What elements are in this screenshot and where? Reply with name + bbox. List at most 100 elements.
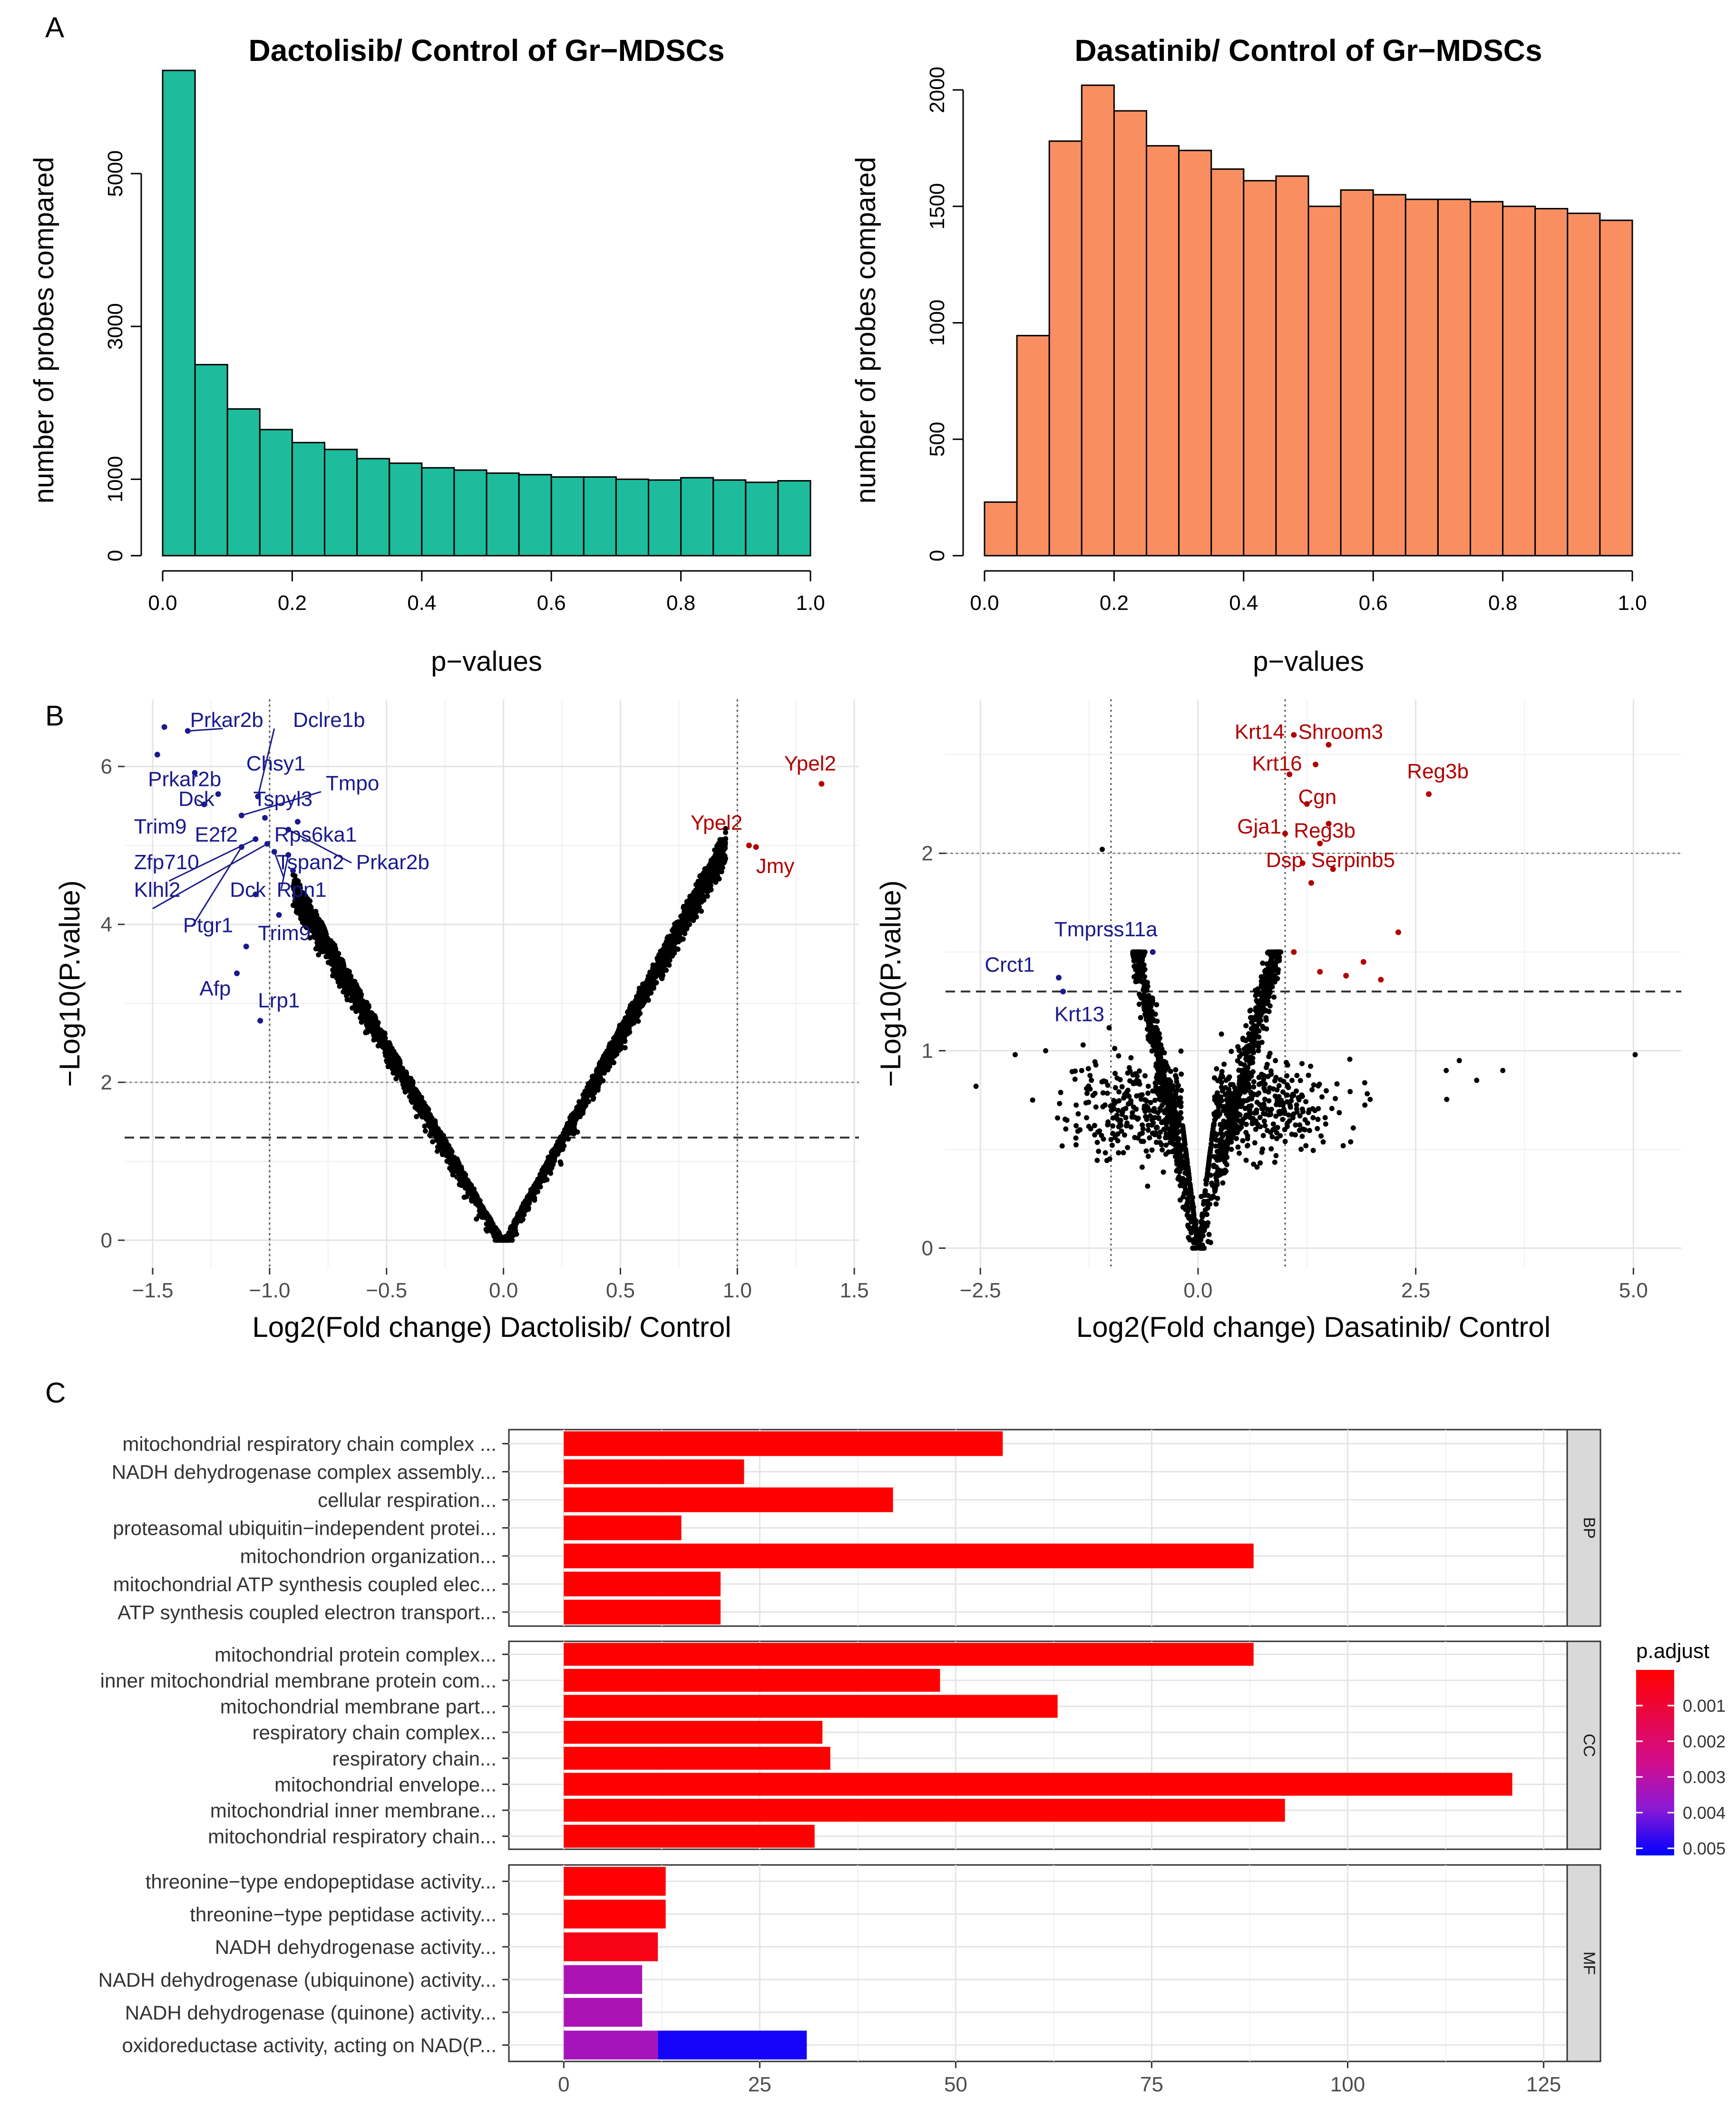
y-tick-label: 3000	[104, 303, 127, 350]
y-tick-label: 1000	[104, 456, 127, 502]
upregulated-point	[1317, 840, 1323, 846]
panel-label-c: C	[45, 1377, 66, 1409]
legend-tick-label: 0.004	[1683, 1803, 1726, 1823]
x-tick-label: −1.0	[249, 1279, 290, 1302]
histogram-bar	[984, 501, 1018, 557]
x-tick-label: 0.4	[1229, 591, 1258, 615]
x-tick-label: 1.0	[723, 1279, 752, 1302]
y-tick-label: 5000	[104, 150, 127, 197]
histogram-bar	[1534, 208, 1569, 557]
histogram-bar	[324, 449, 358, 557]
facet-strip	[1566, 1864, 1601, 2062]
histogram-bar	[648, 479, 682, 557]
downregulated-point	[192, 770, 198, 776]
gene-label-up: Cgn	[1298, 785, 1336, 809]
histogram-bar	[1340, 189, 1374, 557]
x-tick-label: 0.0	[489, 1279, 518, 1302]
term-bar	[564, 1695, 1058, 1718]
gene-label-down: Dck	[230, 878, 266, 902]
y-tick-label: 2	[922, 842, 933, 865]
upregulated-point	[1326, 821, 1332, 827]
gene-label-up: Ypel2	[691, 811, 742, 834]
gene-label-up: Serpinb5	[1311, 849, 1395, 872]
term-bar	[564, 1571, 721, 1597]
downregulated-point	[257, 1018, 263, 1024]
gene-label-down: Dck	[178, 787, 215, 811]
x-tick-label: 0.5	[606, 1279, 635, 1302]
term-label: NADH dehydrogenase activity...	[215, 1936, 497, 1958]
facet-strip-label: CC	[1580, 1734, 1598, 1757]
gene-label-down: Tspan2	[277, 851, 344, 874]
x-axis-label: Log2(Fold change) Dasatinib/ Control	[1076, 1311, 1551, 1343]
term-label: mitochondrial inner membrane...	[210, 1799, 497, 1822]
histogram-bar	[1081, 84, 1115, 557]
facet-strip	[1566, 1429, 1601, 1627]
histogram-bar	[1178, 149, 1212, 557]
term-bar	[564, 1965, 643, 1994]
gene-label-down: Lrp1	[258, 989, 300, 1012]
gene-label-down: Trim9	[134, 815, 187, 838]
x-tick-label: 1.0	[796, 591, 825, 615]
y-tick-label: 2000	[926, 67, 949, 113]
go-enrichment-chart: mitochondrial respiratory chain complex …	[98, 1429, 1726, 2096]
downregulated-point	[1150, 949, 1156, 955]
gene-label-down: Crct1	[985, 953, 1034, 977]
label-leader-line	[152, 843, 268, 910]
upregulated-point	[1304, 801, 1310, 807]
gene-label-down: Rpn1	[277, 878, 327, 902]
y-tick-label: 0	[101, 1229, 112, 1252]
y-axis-label: number of probes compared	[850, 157, 881, 504]
facet-strip-label: BP	[1580, 1517, 1598, 1539]
histogram-bar	[1146, 145, 1180, 557]
histogram-bar	[226, 408, 261, 557]
histogram-bar	[1372, 194, 1406, 557]
x-tick-label: 0.2	[278, 591, 307, 615]
gene-label-down: Rps6ka1	[274, 823, 357, 846]
y-axis-label: −Log10(P.value)	[54, 880, 86, 1087]
nonsignificant-points	[973, 846, 1638, 1251]
x-tick-label: 0.8	[666, 591, 695, 615]
histogram-bar	[1567, 212, 1601, 557]
legend-colorbar	[1636, 1670, 1674, 1855]
gene-label-up: Jmy	[756, 854, 795, 878]
gene-label-up: Reg3b	[1294, 819, 1356, 842]
term-bar	[564, 1899, 666, 1929]
term-bar	[564, 1721, 823, 1744]
y-tick-label: 6	[101, 755, 112, 778]
x-axis-label: p−values	[1253, 646, 1364, 677]
facet-strip-label: MF	[1580, 1952, 1598, 1975]
term-label: mitochondrial envelope...	[274, 1773, 497, 1795]
gene-label-up: Gja1	[1237, 815, 1281, 838]
label-leader-line	[273, 851, 284, 877]
downregulated-point	[215, 791, 221, 797]
term-label: NADH dehydrogenase (quinone) activity...	[125, 2001, 497, 2024]
histogram-bar	[1307, 206, 1342, 557]
x-tick-label: 0.8	[1488, 591, 1517, 615]
gene-label-up: Krt16	[1252, 752, 1302, 775]
label-leader-line	[168, 838, 256, 882]
y-tick-label: 2	[101, 1071, 112, 1094]
term-label: respiratory chain...	[332, 1747, 497, 1770]
y-tick-label: 1	[922, 1040, 933, 1063]
gene-label-up: Shroom3	[1298, 720, 1383, 744]
gene-label-down: Tspyl3	[253, 787, 312, 811]
gene-label-up: Krt14	[1235, 720, 1285, 744]
legend-title: p.adjust	[1636, 1639, 1709, 1663]
x-tick-label: 50	[944, 2073, 967, 2096]
panel-label-b: B	[45, 700, 64, 732]
x-tick-label: 0.0	[970, 591, 999, 615]
downregulated-point	[1056, 975, 1062, 981]
chart-title: Dactolisib/ Control of Gr−MDSCs	[249, 33, 725, 68]
term-label: mitochondrial ATP synthesis coupled elec…	[113, 1573, 497, 1596]
term-bar	[564, 1487, 893, 1512]
upregulated-point	[1343, 972, 1349, 979]
x-tick-label: 1.0	[1618, 591, 1647, 615]
downregulated-point	[1060, 989, 1066, 995]
x-tick-label: 0.0	[148, 591, 177, 615]
downregulated-point	[234, 970, 240, 976]
term-bar	[564, 1867, 666, 1896]
label-leader-line	[192, 846, 243, 927]
downregulated-point	[290, 868, 296, 874]
upregulated-point	[1291, 732, 1297, 738]
label-leader-line	[280, 854, 289, 889]
